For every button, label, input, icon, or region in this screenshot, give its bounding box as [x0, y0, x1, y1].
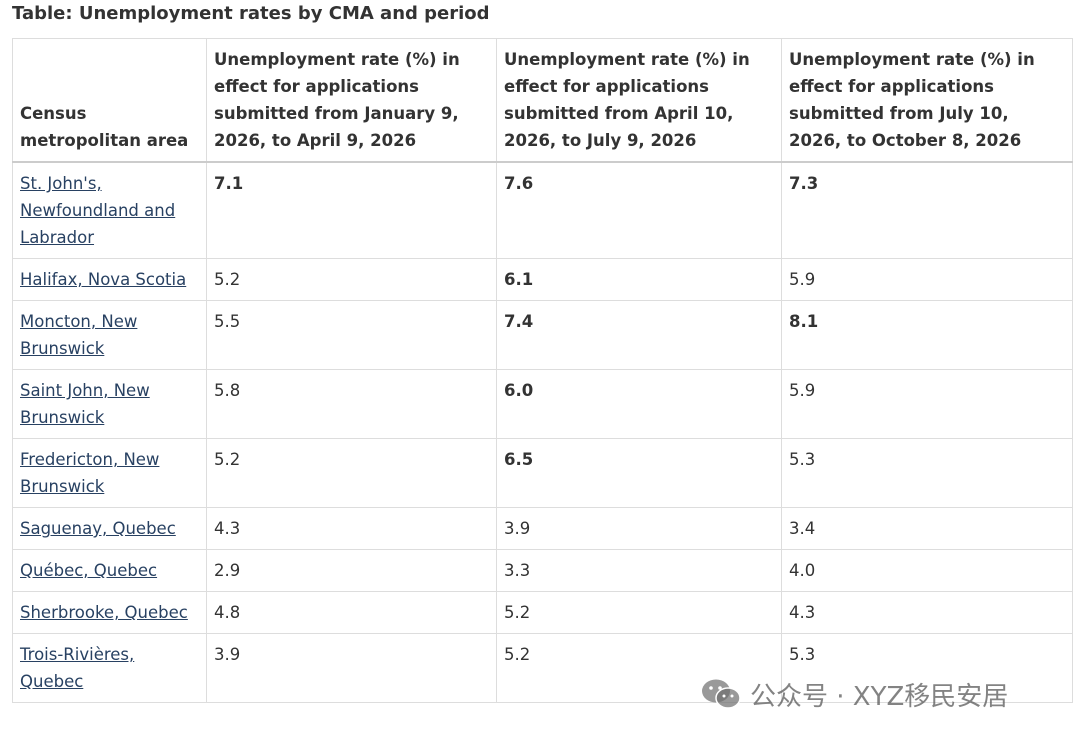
- table-row: Trois-Rivières, Quebec 3.9 5.2 5.3: [12, 633, 1073, 703]
- rate-cell-period-1: 4.8: [206, 591, 497, 634]
- rate-cell-period-3: 3.4: [781, 507, 1073, 550]
- header-period-2: Unemployment rate (%) in effect for appl…: [496, 38, 782, 163]
- rate-cell-period-2: 6.1: [496, 258, 782, 301]
- cma-link[interactable]: Moncton, New Brunswick: [20, 312, 138, 358]
- table-row: Fredericton, New Brunswick 5.2 6.5 5.3: [12, 438, 1073, 508]
- rate-cell-period-1: 5.8: [206, 369, 497, 439]
- rate-cell-period-3: 4.0: [781, 549, 1073, 592]
- rate-cell-period-1: 5.5: [206, 300, 497, 370]
- table-row: Moncton, New Brunswick 5.5 7.4 8.1: [12, 300, 1073, 370]
- table-row: Québec, Quebec 2.9 3.3 4.0: [12, 549, 1073, 592]
- cma-link[interactable]: Sherbrooke, Quebec: [20, 603, 188, 622]
- table-row: Sherbrooke, Quebec 4.8 5.2 4.3: [12, 591, 1073, 634]
- table-row: St. John's, Newfoundland and Labrador 7.1…: [12, 161, 1073, 259]
- cma-cell: Halifax, Nova Scotia: [12, 258, 207, 301]
- cma-cell: Québec, Quebec: [12, 549, 207, 592]
- table-title: Table: Unemployment rates by CMA and per…: [12, 3, 490, 24]
- cma-cell: Saint John, New Brunswick: [12, 369, 207, 439]
- unemployment-table: Census metropolitan area Unemployment ra…: [12, 38, 1073, 703]
- cma-cell: Fredericton, New Brunswick: [12, 438, 207, 508]
- cma-link[interactable]: Saint John, New Brunswick: [20, 381, 150, 427]
- cma-link[interactable]: Trois-Rivières, Quebec: [20, 645, 135, 691]
- rate-cell-period-3: 5.9: [781, 369, 1073, 439]
- cma-cell: Saguenay, Quebec: [12, 507, 207, 550]
- cma-cell: St. John's, Newfoundland and Labrador: [12, 161, 207, 259]
- rate-cell-period-3: 7.3: [781, 161, 1073, 259]
- rate-cell-period-2: 5.2: [496, 591, 782, 634]
- rate-cell-period-2: 6.5: [496, 438, 782, 508]
- rate-cell-period-1: 5.2: [206, 258, 497, 301]
- cma-cell: Sherbrooke, Quebec: [12, 591, 207, 634]
- rate-cell-period-3: 4.3: [781, 591, 1073, 634]
- cma-link[interactable]: Halifax, Nova Scotia: [20, 270, 187, 289]
- cma-link[interactable]: St. John's, Newfoundland and Labrador: [20, 174, 176, 247]
- rate-cell-period-2: 6.0: [496, 369, 782, 439]
- header-period-3: Unemployment rate (%) in effect for appl…: [781, 38, 1073, 163]
- table-row: Saint John, New Brunswick 5.8 6.0 5.9: [12, 369, 1073, 439]
- rate-cell-period-2: 3.9: [496, 507, 782, 550]
- rate-cell-period-1: 7.1: [206, 161, 497, 259]
- rate-cell-period-2: 7.6: [496, 161, 782, 259]
- rate-cell-period-1: 2.9: [206, 549, 497, 592]
- header-cma: Census metropolitan area: [12, 38, 207, 163]
- cma-link[interactable]: Québec, Quebec: [20, 561, 158, 580]
- rate-cell-period-2: 3.3: [496, 549, 782, 592]
- cma-link[interactable]: Saguenay, Quebec: [20, 519, 176, 538]
- table-header-row: Census metropolitan area Unemployment ra…: [12, 38, 1073, 163]
- rate-cell-period-2: 7.4: [496, 300, 782, 370]
- rate-cell-period-3: 5.9: [781, 258, 1073, 301]
- rate-cell-period-3: 5.3: [781, 438, 1073, 508]
- rate-cell-period-2: 5.2: [496, 633, 782, 703]
- table-row: Saguenay, Quebec 4.3 3.9 3.4: [12, 507, 1073, 550]
- rate-cell-period-1: 5.2: [206, 438, 497, 508]
- cma-link[interactable]: Fredericton, New Brunswick: [20, 450, 160, 496]
- rate-cell-period-1: 4.3: [206, 507, 497, 550]
- rate-cell-period-3: 5.3: [781, 633, 1073, 703]
- table-body: St. John's, Newfoundland and Labrador 7.1…: [12, 161, 1073, 703]
- rate-cell-period-1: 3.9: [206, 633, 497, 703]
- header-period-1: Unemployment rate (%) in effect for appl…: [206, 38, 497, 163]
- rate-cell-period-3: 8.1: [781, 300, 1073, 370]
- table-row: Halifax, Nova Scotia 5.2 6.1 5.9: [12, 258, 1073, 301]
- cma-cell: Trois-Rivières, Quebec: [12, 633, 207, 703]
- cma-cell: Moncton, New Brunswick: [12, 300, 207, 370]
